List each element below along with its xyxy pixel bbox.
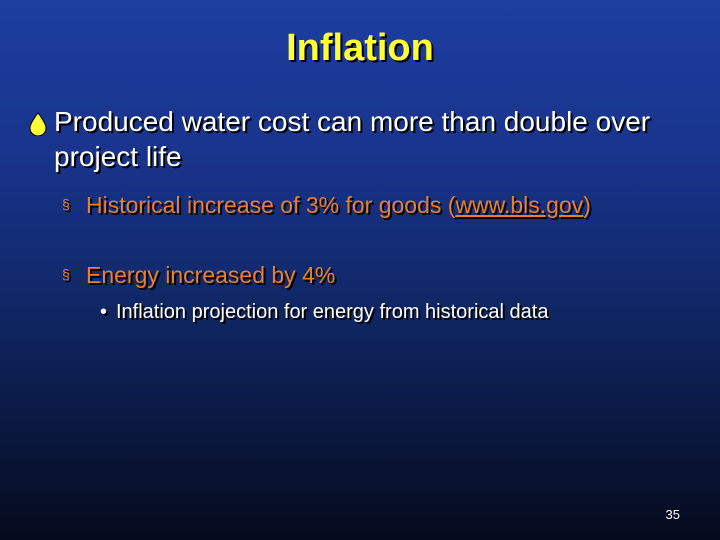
square-bullet-icon: § [62,266,70,282]
sub-bullet-goods-text: Historical increase of 3% for goods ( [86,192,456,218]
slide-title: Inflation [286,27,434,69]
bls-link[interactable]: www.bls.gov [455,192,584,218]
main-bullet-text: Produced water cost can more than double… [54,106,651,172]
sub-bullet-goods-close: ) [583,192,591,218]
page-number: 35 [665,507,680,522]
water-drop-icon [29,112,47,136]
square-bullet-icon: § [62,196,70,212]
sub-bullet-energy-text: Energy increased by 4% [86,262,336,288]
sub-sub-bullet-text: Inflation projection for energy from his… [116,301,549,323]
dot-bullet-icon: • [100,301,108,323]
